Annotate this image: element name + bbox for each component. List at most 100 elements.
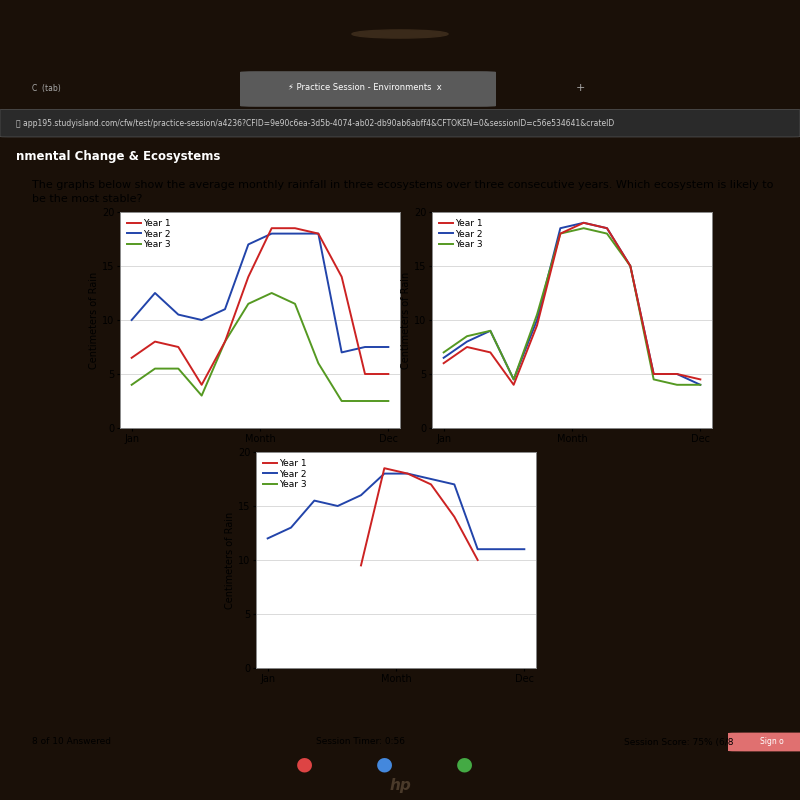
Year 2 [310,496,319,506]
Line: Year 2: Year 2 [132,234,388,352]
Text: Session Timer: 0:56: Session Timer: 0:56 [315,738,405,746]
Year 2 [337,347,346,357]
Year 1 [383,370,393,379]
Year 1 [127,353,137,362]
FancyBboxPatch shape [240,71,496,106]
Line: Year 3: Year 3 [444,228,700,385]
Year 3 [555,229,565,238]
Text: 🔒 app195.studyisland.com/cfw/test/practice-session/a4236?CFID=9e90c6ea-3d5b-4074: 🔒 app195.studyisland.com/cfw/test/practi… [16,118,614,128]
Year 2 [439,353,449,362]
Year 3 [337,396,346,406]
Text: C  (tab): C (tab) [32,83,61,93]
Year 1 [174,342,183,352]
Year 2 [243,239,253,249]
Year 1 [579,218,589,227]
Year 1 [626,261,635,270]
Text: nmental Change & Ecosystems: nmental Change & Ecosystems [16,150,220,163]
Year 2 [486,326,495,336]
Line: Year 1: Year 1 [361,468,478,566]
Text: Session Score: 75% (6/8: Session Score: 75% (6/8 [624,738,734,746]
Text: ●: ● [375,754,393,774]
Year 1 [462,342,472,352]
Year 2 [290,229,300,238]
Year 3 [150,364,160,374]
Year 1 [509,380,518,390]
Text: ⚡ Practice Session - Environments  x: ⚡ Practice Session - Environments x [288,83,442,93]
Year 3 [532,310,542,319]
Year 2 [695,380,705,390]
Text: 8 of 10 Answered: 8 of 10 Answered [32,738,111,746]
Y-axis label: Centimeters of Rain: Centimeters of Rain [402,271,411,369]
Year 2 [496,544,506,554]
Year 1 [356,561,366,570]
Y-axis label: Centimeters of Rain: Centimeters of Rain [90,271,99,369]
Year 3 [602,229,612,238]
Year 2 [519,544,529,554]
Year 1 [379,463,389,473]
Year 2 [267,229,277,238]
Year 1 [426,479,436,489]
Line: Year 1: Year 1 [444,222,700,385]
Year 3 [314,358,323,368]
Year 1 [314,229,323,238]
Year 2 [174,310,183,319]
Year 2 [356,490,366,500]
Year 1 [337,272,346,282]
Year 2 [626,261,635,270]
Year 3 [509,374,518,384]
Year 2 [379,469,389,478]
Year 3 [462,331,472,341]
Year 3 [439,347,449,357]
Text: ●: ● [295,754,313,774]
Year 2 [602,223,612,233]
Y-axis label: Centimeters of Rain: Centimeters of Rain [226,511,235,609]
Legend: Year 1, Year 2, Year 3: Year 1, Year 2, Year 3 [437,217,486,252]
Year 1 [403,469,413,478]
Year 2 [532,315,542,325]
Year 2 [426,474,436,484]
Year 1 [532,321,542,330]
Year 2 [263,534,273,543]
Year 3 [243,299,253,309]
Year 1 [439,358,449,368]
Line: Year 2: Year 2 [268,474,524,549]
Year 1 [197,380,206,390]
Year 3 [220,337,230,346]
Year 1 [555,229,565,238]
Legend: Year 1, Year 2, Year 3: Year 1, Year 2, Year 3 [125,217,174,252]
Year 1 [290,223,300,233]
Text: The graphs below show the average monthly rainfall in three ecosystems over thre: The graphs below show the average monthl… [32,180,774,190]
Year 1 [649,370,658,379]
FancyBboxPatch shape [0,110,800,137]
Year 1 [360,370,370,379]
Text: ●: ● [455,754,473,774]
Year 3 [197,390,206,400]
Year 2 [649,370,658,379]
Text: Sign o: Sign o [760,738,784,746]
Year 2 [220,304,230,314]
Year 3 [290,299,300,309]
Text: +: + [576,83,586,93]
Year 2 [450,479,459,489]
Year 3 [672,380,682,390]
Legend: Year 1, Year 2, Year 3: Year 1, Year 2, Year 3 [261,457,310,492]
Year 1 [267,223,277,233]
Year 1 [243,272,253,282]
Year 2 [286,522,296,532]
Year 2 [314,229,323,238]
Year 2 [555,223,565,233]
Text: hp: hp [389,778,411,793]
Year 1 [150,337,160,346]
Year 3 [626,261,635,270]
Year 3 [127,380,137,390]
Line: Year 3: Year 3 [132,293,388,401]
Year 1 [602,223,612,233]
Year 3 [383,396,393,406]
Year 1 [486,347,495,357]
Year 2 [127,315,137,325]
Year 1 [473,555,482,565]
Circle shape [352,30,448,38]
Year 2 [509,374,518,384]
Year 2 [473,544,482,554]
Year 2 [360,342,370,352]
